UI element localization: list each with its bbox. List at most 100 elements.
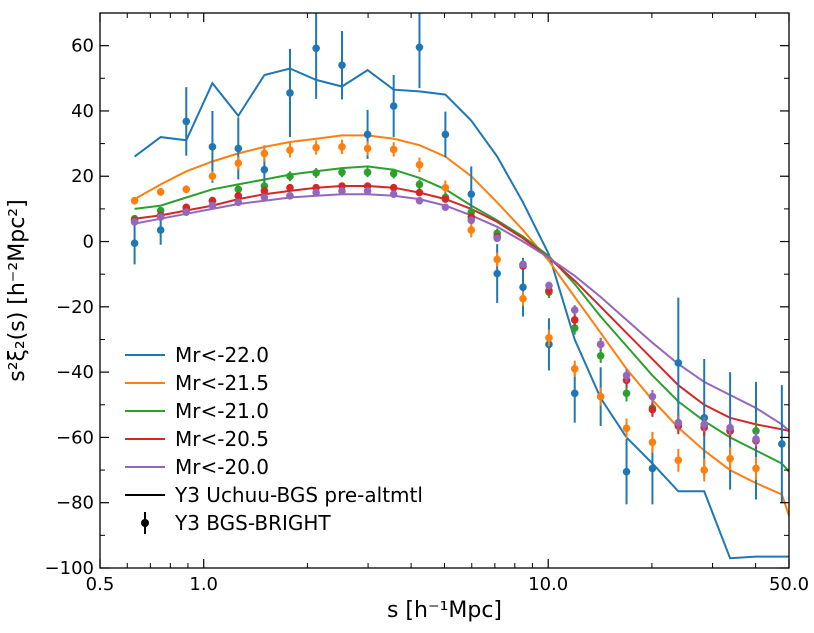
data-point-4 (156, 213, 165, 221)
data-point-3 (441, 195, 450, 203)
data-point-1 (596, 392, 605, 401)
y-tick-label: −60 (56, 427, 94, 448)
data-point-4 (674, 418, 683, 427)
data-point-3 (570, 316, 579, 324)
data-point-1 (752, 464, 760, 473)
data-point-0 (260, 165, 269, 174)
data-point-1 (441, 183, 450, 192)
y-tick-label: −80 (56, 493, 94, 514)
data-point-4 (389, 190, 398, 198)
y-tick-label: −40 (56, 362, 94, 383)
legend-label-0: Mr<-22.0 (175, 343, 269, 367)
y-tick-label: −100 (45, 558, 94, 579)
data-point-0 (156, 226, 165, 234)
data-point-1 (363, 144, 372, 153)
data-point-1 (674, 456, 683, 465)
data-point-3 (260, 187, 269, 195)
data-point-4 (286, 192, 294, 200)
data-point-1 (156, 188, 165, 196)
x-tick-label: 50.0 (769, 574, 809, 595)
data-point-1 (415, 161, 424, 169)
y-tick-label: 60 (71, 36, 94, 57)
data-point-1 (389, 145, 398, 154)
data-point-0 (208, 143, 217, 151)
data-point-1 (622, 424, 631, 433)
data-point-1 (130, 196, 139, 205)
data-point-4 (441, 203, 450, 212)
data-point-3 (415, 188, 424, 197)
data-point-4 (130, 218, 139, 226)
data-point-0 (622, 467, 631, 476)
y-axis-label: s²ξ₂(s) [h⁻²Mpc²] (5, 199, 30, 381)
data-point-4 (752, 435, 760, 443)
data-point-1 (726, 454, 734, 463)
legend-label-3: Mr<-20.5 (175, 427, 269, 451)
model-line-0 (134, 67, 789, 560)
data-point-1 (467, 226, 476, 234)
data-point-4 (467, 216, 476, 225)
data-point-0 (778, 440, 786, 448)
data-point-0 (648, 464, 657, 473)
legend-label-data: Y3 BGS-BRIGHT (174, 511, 331, 535)
data-point-2 (363, 168, 372, 177)
data-point-3 (648, 405, 657, 414)
data-point-4 (260, 193, 269, 202)
data-point-2 (596, 351, 605, 360)
data-point-1 (182, 185, 191, 194)
data-point-0 (234, 144, 243, 153)
legend-label-1: Mr<-21.5 (175, 371, 269, 395)
y-tick-label: 0 (83, 232, 94, 253)
axis-ticks (99, 13, 790, 569)
data-point-0 (338, 61, 346, 70)
data-point-2 (338, 168, 346, 177)
data-point-1 (519, 294, 527, 303)
data-point-4 (312, 188, 320, 197)
data-point-0 (415, 43, 424, 52)
data-point-4 (363, 187, 372, 195)
data-point-4 (545, 281, 553, 290)
data-point-1 (234, 159, 243, 167)
data-point-3 (389, 183, 398, 192)
data-point-0 (286, 89, 294, 97)
plot-frame (99, 12, 790, 569)
data-point-4 (415, 196, 424, 205)
x-tick-label: 10.0 (528, 574, 568, 595)
data-point-4 (234, 198, 243, 207)
data-point-4 (493, 234, 501, 243)
data-point-1 (260, 149, 269, 158)
legend-label-4: Mr<-20.0 (175, 455, 269, 479)
x-tick-label: 0.5 (86, 574, 115, 595)
y-tick-label: 20 (71, 166, 94, 187)
legend: Mr<-22.0 Mr<-21.5 Mr<-21.0 Mr<-20.5 Mr<-20.0… (125, 343, 423, 535)
data-point-1 (312, 143, 320, 152)
data-point-4 (338, 187, 346, 195)
data-point-2 (752, 427, 760, 435)
data-point-0 (182, 117, 191, 126)
legend-label-2: Mr<-21.0 (175, 399, 269, 423)
data-point-1 (700, 466, 709, 474)
data-point-2 (389, 169, 398, 178)
legend-swatch-data-point (141, 519, 149, 527)
data-point-4 (570, 306, 579, 314)
data-point-1 (493, 255, 501, 264)
data-point-2 (286, 172, 294, 181)
data-point-4 (700, 420, 709, 429)
data-point-4 (182, 208, 191, 216)
data-point-4 (208, 201, 217, 210)
y-tick-label: −20 (56, 297, 94, 318)
data-point-3 (286, 183, 294, 192)
legend-label-model: Y3 Uchuu-BGS pre-altmtl (174, 483, 423, 507)
y-tick-label: 40 (71, 101, 94, 122)
data-point-0 (674, 359, 683, 367)
data-point-0 (312, 44, 320, 53)
data-point-4 (596, 340, 605, 349)
data-point-2 (312, 169, 320, 177)
data-point-3 (234, 192, 243, 200)
plot-area (130, 13, 789, 560)
x-tick-label: 1.0 (189, 574, 218, 595)
data-point-4 (726, 423, 734, 432)
data-point-0 (441, 130, 450, 139)
data-point-0 (389, 102, 398, 110)
